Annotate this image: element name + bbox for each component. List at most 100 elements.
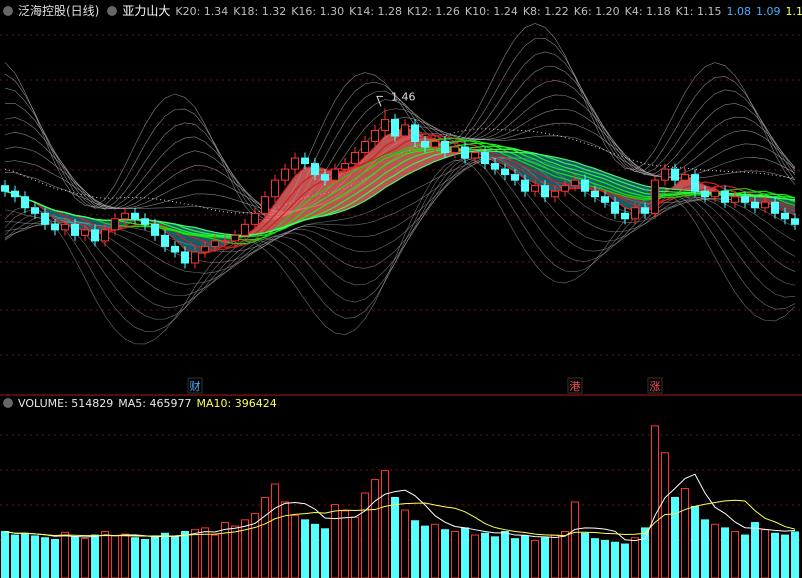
- ma5-line: [4, 473, 796, 542]
- volume-bar: [341, 510, 349, 578]
- volume-bar: [781, 534, 789, 578]
- candle-body: [231, 234, 239, 242]
- candle-body: [1, 185, 9, 192]
- candle-body: [381, 118, 389, 131]
- volume-bar: [331, 504, 339, 578]
- ribbon-fill: [545, 155, 555, 192]
- indicator-legend: K20: 1.34: [175, 5, 229, 18]
- ribbon-line: [4, 131, 796, 251]
- volume-bar: [671, 496, 679, 578]
- wire-line: [4, 156, 796, 285]
- volume-bar: [771, 532, 779, 578]
- volume-bar: [181, 530, 189, 578]
- volume-bar: [171, 535, 179, 578]
- volume-bar: [81, 538, 89, 578]
- volume-bar: [271, 483, 279, 578]
- volume-bar: [151, 536, 159, 578]
- candle-body: [321, 174, 329, 181]
- candle-body: [21, 196, 29, 209]
- volume-bar: [301, 519, 309, 578]
- candle-body: [261, 196, 269, 214]
- volume-bar: [761, 529, 769, 578]
- volume-bar: [391, 496, 399, 578]
- volume-bar: [201, 527, 209, 578]
- candle-body: [81, 229, 89, 236]
- volume-bar: [381, 470, 389, 578]
- volume-bar: [261, 496, 269, 578]
- candle-body: [301, 157, 309, 165]
- volume-bar: [651, 425, 659, 578]
- ribbon-fill: [375, 135, 385, 195]
- volume-bar: [31, 535, 39, 578]
- wire-line: [4, 38, 796, 220]
- high-label: 1.46: [391, 90, 416, 103]
- volume-bar: [531, 539, 539, 578]
- wire-line: [4, 156, 796, 320]
- candle-body: [601, 196, 609, 203]
- volume-bar: [471, 534, 479, 578]
- candle-body: [691, 174, 699, 192]
- ribbon-fill: [85, 216, 95, 233]
- volume-bar: [161, 532, 169, 578]
- candle-body: [191, 251, 199, 264]
- candle-body: [791, 218, 799, 225]
- volume-bar: [701, 519, 709, 578]
- candle-body: [681, 174, 689, 181]
- candle-body: [541, 185, 549, 198]
- volume-bar: [621, 543, 629, 578]
- volume-bar: [101, 530, 109, 578]
- volume-bar: [691, 505, 699, 578]
- candle-body: [491, 163, 499, 170]
- ribbon-fill: [395, 127, 405, 182]
- candle-body: [391, 118, 399, 137]
- volume-bar: [601, 539, 609, 578]
- ribbon-line: [4, 150, 796, 236]
- wire-line: [4, 157, 796, 263]
- volume-bar: [571, 501, 579, 578]
- volume-bar: [661, 452, 669, 578]
- indicator-value: 1.08: [726, 5, 752, 18]
- indicator-legend: K4: 1.18: [624, 5, 671, 18]
- ribbon-fill: [535, 153, 545, 189]
- candle-body: [641, 207, 649, 214]
- volume-bar: [631, 537, 639, 578]
- volume-bar: [1, 530, 9, 578]
- event-box: [647, 377, 663, 394]
- candle-body: [281, 168, 289, 181]
- candle-body: [701, 190, 709, 198]
- volume-bar: [141, 539, 149, 578]
- candle-body: [51, 223, 59, 231]
- candle-body: [131, 212, 139, 220]
- menu-icon[interactable]: [3, 398, 13, 408]
- candle-body: [781, 212, 789, 220]
- ribbon-line: [4, 137, 796, 245]
- volume-bar: [561, 530, 569, 578]
- volume-bar: [541, 537, 549, 578]
- ma10-line: [4, 499, 796, 537]
- volume-bar: [111, 535, 119, 578]
- event-box: [187, 377, 203, 394]
- volume-bar: [421, 525, 429, 578]
- candle-body: [451, 146, 459, 154]
- volume-bar: [211, 534, 219, 578]
- event-label: 财: [190, 379, 201, 393]
- menu-icon[interactable]: [3, 6, 13, 16]
- candle-body: [471, 152, 479, 159]
- indicator-legend: K6: 1.20: [573, 5, 620, 18]
- candle-body: [181, 251, 189, 264]
- candle-body: [411, 124, 419, 142]
- candle-body: [481, 152, 489, 165]
- candle-body: [331, 168, 339, 181]
- candle-body: [461, 146, 469, 159]
- candle-body: [661, 168, 669, 181]
- volume-bar: [461, 527, 469, 578]
- indicator-legend: K10: 1.24: [464, 5, 518, 18]
- candle-body: [521, 179, 529, 192]
- indicator-legend: K8: 1.22: [522, 5, 569, 18]
- volume-bar: [491, 536, 499, 578]
- candle-body: [551, 190, 559, 198]
- candle-body: [91, 229, 99, 242]
- menu-icon[interactable]: [107, 6, 118, 16]
- volume-bar: [501, 530, 509, 578]
